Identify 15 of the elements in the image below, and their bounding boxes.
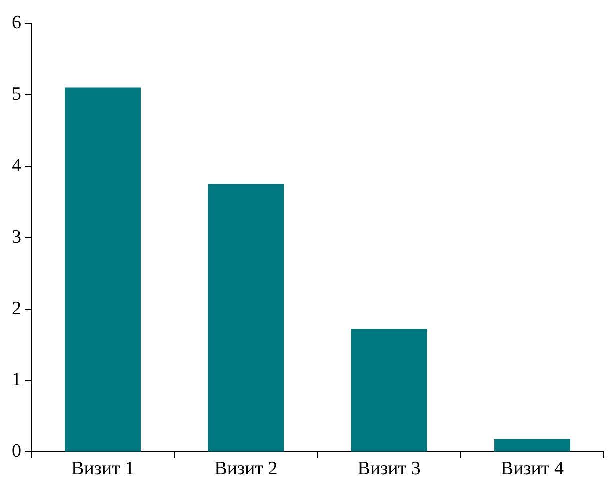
x-tick-label: Визит 4 <box>500 458 564 480</box>
y-tick-label: 3 <box>12 226 22 248</box>
x-tick-label: Визит 2 <box>214 458 278 480</box>
y-tick-label: 5 <box>12 84 22 105</box>
y-tick-label: 1 <box>12 370 22 391</box>
x-tick-label: Визит 1 <box>72 458 135 480</box>
y-tick-label: 0 <box>12 441 22 462</box>
x-tick-label: Визит 3 <box>358 458 421 480</box>
bar <box>65 88 141 452</box>
y-tick-label: 2 <box>12 298 22 320</box>
bar <box>494 439 570 452</box>
y-tick-label: 4 <box>12 155 22 176</box>
y-tick-label: 6 <box>12 12 22 34</box>
bar <box>208 184 284 452</box>
bar <box>351 329 428 452</box>
